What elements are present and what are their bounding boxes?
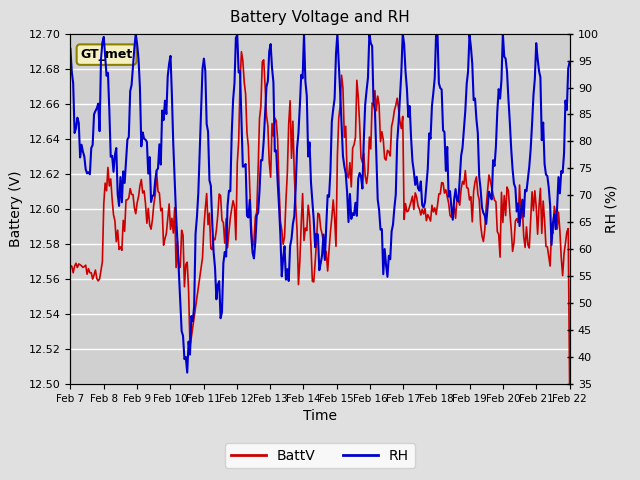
BattV (215, 191, 223, 197)
RH (235, 70, 243, 75)
BattV (242, 91, 250, 97)
RH (67, 46, 74, 51)
Y-axis label: Battery (V): Battery (V) (9, 170, 23, 247)
Text: GT_met: GT_met (81, 48, 132, 61)
RH (128, 82, 136, 88)
RH (287, 236, 295, 242)
X-axis label: Time: Time (303, 409, 337, 423)
RH (218, 309, 226, 315)
BattV (540, 198, 547, 204)
Legend: BattV, RH: BattV, RH (225, 443, 415, 468)
RH (243, 213, 251, 219)
RH (132, 31, 140, 36)
BattV (566, 381, 573, 387)
BattV (232, 237, 240, 243)
Line: RH: RH (70, 34, 570, 372)
RH (541, 161, 548, 167)
Y-axis label: RH (%): RH (%) (605, 185, 618, 233)
BattV (128, 192, 136, 197)
BattV (67, 263, 74, 268)
BattV (237, 49, 245, 55)
RH (566, 59, 573, 65)
BattV (286, 98, 294, 104)
Line: BattV: BattV (70, 52, 570, 384)
RH (184, 370, 191, 375)
Title: Battery Voltage and RH: Battery Voltage and RH (230, 11, 410, 25)
